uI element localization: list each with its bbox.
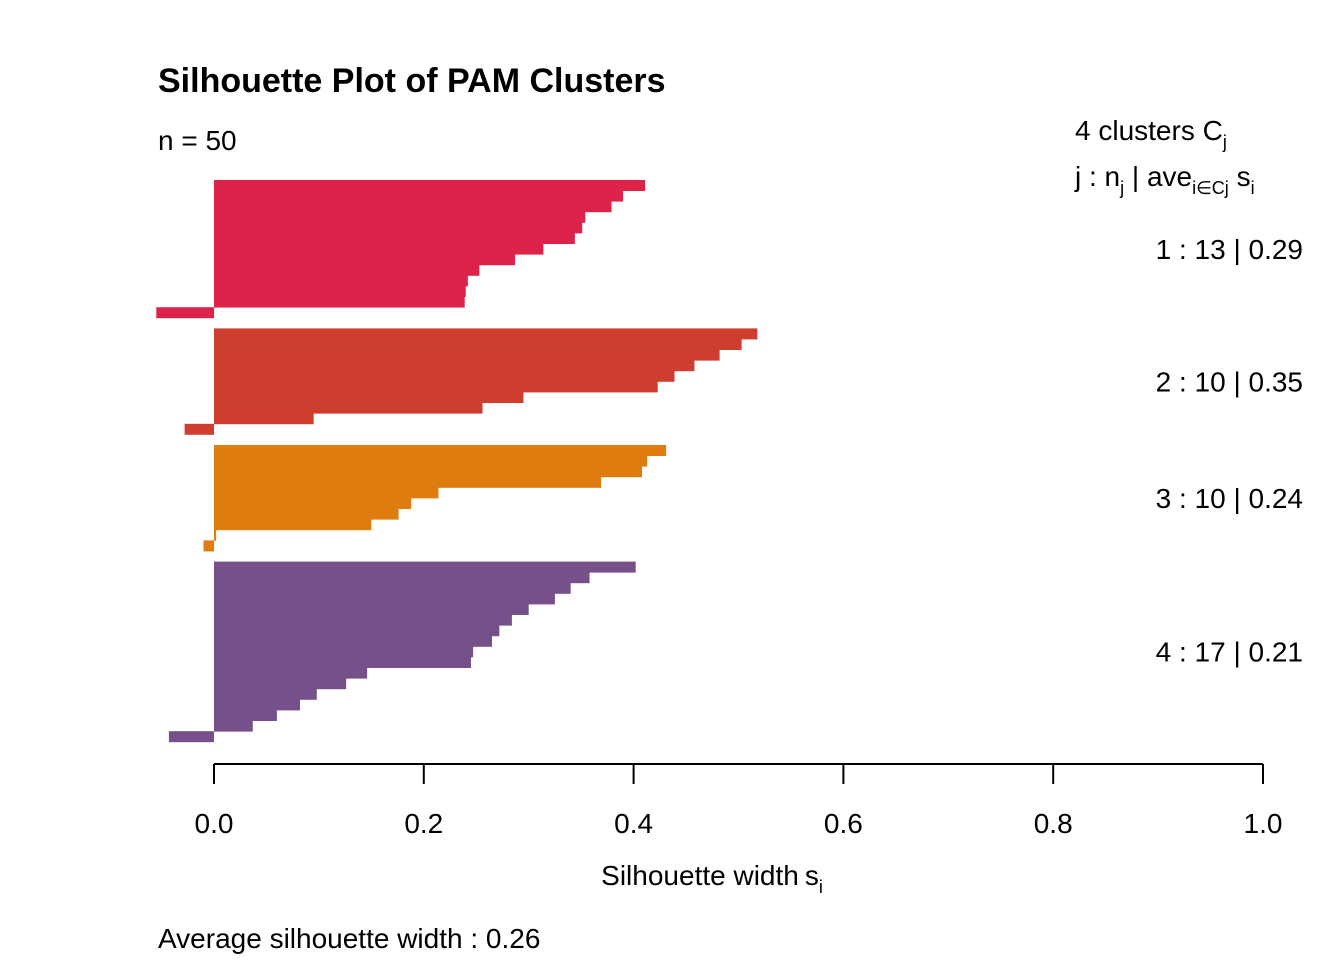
silhouette-bar-c3-10: [203, 540, 214, 552]
bars-group: [156, 180, 758, 743]
legend-header-j-sub: j: [1119, 178, 1124, 198]
silhouette-bar-c3-7: [214, 508, 399, 520]
silhouette-bar-c4-16: [214, 720, 253, 732]
cluster-label-2: 2 : 10 | 0.35: [1156, 366, 1303, 397]
silhouette-bar-c4-11: [214, 667, 368, 679]
silhouette-bar-c2-6: [214, 381, 658, 393]
silhouette-bar-c2-10: [184, 423, 214, 435]
silhouette-bar-c1-6: [214, 233, 575, 244]
legend-header-columns: j : nj | avei∈Cj si: [1074, 161, 1255, 198]
silhouette-bar-c4-13: [214, 688, 317, 700]
legend-header-ave-sub: i∈Cj: [1192, 178, 1229, 198]
x-axis-label-text: Silhouette width: [601, 860, 799, 891]
silhouette-bar-c3-6: [214, 498, 412, 509]
x-tick-label-2: 0.4: [614, 808, 653, 839]
chart-title: Silhouette Plot of PAM Clusters: [158, 62, 666, 100]
silhouette-bar-c3-2: [214, 455, 648, 467]
silhouette-bar-c4-1: [214, 561, 636, 573]
silhouette-bar-c3-9: [214, 529, 217, 541]
silhouette-bar-c1-7: [214, 243, 544, 255]
silhouette-bar-c2-3: [214, 349, 720, 361]
x-axis-label: Silhouette width si: [601, 860, 823, 897]
silhouette-bar-c1-3: [214, 201, 612, 213]
silhouette-bar-c3-3: [214, 466, 642, 478]
silhouette-bar-c1-2: [214, 190, 624, 202]
average-silhouette-footer: Average silhouette width : 0.26: [158, 923, 540, 954]
silhouette-bar-c1-4: [214, 211, 586, 223]
cluster-label-3: 3 : 10 | 0.24: [1156, 483, 1303, 514]
silhouette-bar-c4-17: [168, 731, 214, 743]
x-tick-label-4: 0.8: [1034, 808, 1073, 839]
cluster-labels-group: 1 : 13 | 0.29 2 : 10 | 0.35 3 : 10 | 0.24 4…: [1156, 234, 1303, 668]
x-ticks-group: 0.0 0.2 0.4 0.6 0.8 1.0: [195, 764, 1283, 839]
silhouette-bar-c2-1: [214, 328, 758, 340]
silhouette-bar-c2-2: [214, 339, 742, 350]
silhouette-bar-c1-12: [214, 296, 465, 308]
silhouette-bar-c4-9: [214, 646, 474, 658]
silhouette-bar-c1-8: [214, 254, 516, 266]
silhouette-bar-c2-4: [214, 360, 695, 372]
silhouette-bar-c3-1: [214, 445, 667, 456]
silhouette-bar-c4-6: [214, 614, 512, 626]
silhouette-bar-c4-8: [214, 635, 492, 647]
silhouette-bar-c2-8: [214, 402, 483, 414]
x-tick-label-3: 0.6: [824, 808, 863, 839]
silhouette-bar-c2-7: [214, 392, 524, 403]
x-axis-label-sub: i: [819, 877, 823, 897]
silhouette-bar-c4-7: [214, 625, 500, 637]
silhouette-bar-c4-15: [214, 710, 277, 721]
silhouette-bar-c4-14: [214, 699, 301, 711]
silhouette-bar-c4-5: [214, 604, 529, 615]
silhouette-bar-c4-4: [214, 593, 555, 605]
silhouette-bar-c3-8: [214, 519, 372, 531]
silhouette-bar-c1-5: [214, 222, 583, 234]
x-tick-label-0: 0.0: [195, 808, 234, 839]
legend-header-clusters-text: 4 clusters C: [1075, 115, 1223, 146]
silhouette-bar-c4-2: [214, 572, 590, 584]
x-axis-label-s: s: [805, 860, 819, 891]
legend-header-clusters: 4 clusters Cj: [1075, 115, 1227, 152]
silhouette-bar-c4-3: [214, 582, 571, 594]
silhouette-bar-c2-5: [214, 370, 675, 382]
silhouette-bar-c1-13: [156, 307, 214, 319]
x-axis: 0.0 0.2 0.4 0.6 0.8 1.0: [195, 763, 1283, 839]
silhouette-bar-c3-4: [214, 476, 602, 488]
silhouette-bar-c4-12: [214, 678, 347, 690]
cluster-label-1: 1 : 13 | 0.29: [1156, 234, 1303, 265]
silhouette-bar-c1-1: [214, 180, 646, 191]
n-label: n = 50: [158, 125, 237, 156]
legend-header-j: j : n: [1074, 161, 1120, 192]
legend-header-s: s: [1229, 161, 1251, 192]
silhouette-bar-c1-11: [214, 286, 466, 297]
silhouette-bar-c1-9: [214, 264, 480, 276]
silhouette-bar-c3-5: [214, 487, 439, 499]
x-tick-label-5: 1.0: [1244, 808, 1283, 839]
legend-header-s-sub: i: [1251, 178, 1255, 198]
legend-header-clusters-sub: j: [1222, 132, 1227, 152]
legend-header-ave: | ave: [1124, 161, 1192, 192]
silhouette-bar-c2-9: [214, 413, 314, 425]
silhouette-bar-c4-10: [214, 657, 472, 668]
cluster-label-4: 4 : 17 | 0.21: [1156, 637, 1303, 668]
silhouette-bar-c1-10: [214, 275, 468, 287]
x-tick-label-1: 0.2: [404, 808, 443, 839]
